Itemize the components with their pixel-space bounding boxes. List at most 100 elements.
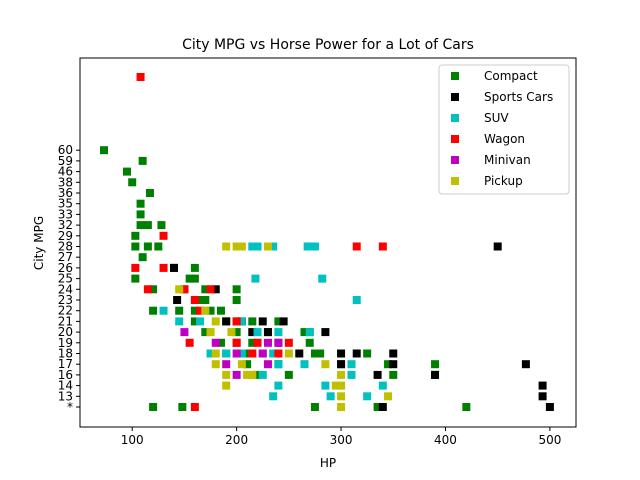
- y-tick-label: 20: [58, 325, 73, 339]
- point-pickup: [206, 328, 215, 337]
- point-compact: [185, 274, 194, 283]
- point-pickup: [222, 381, 231, 390]
- y-tick-label: 28: [58, 240, 73, 254]
- y-tick-label: 38: [58, 175, 73, 189]
- point-suv: [352, 296, 361, 304]
- point-pickup: [232, 242, 241, 251]
- point-wagon: [284, 338, 293, 347]
- y-axis: *131416171819202122232425262728293233353…: [58, 143, 80, 414]
- point-compact: [431, 360, 440, 369]
- point-compact: [243, 360, 252, 369]
- point-compact: [131, 242, 140, 251]
- point-pickup: [248, 370, 257, 379]
- point-sports-cars: [263, 328, 272, 337]
- y-tick-label: 17: [58, 357, 73, 371]
- y-tick-label: 33: [58, 207, 73, 221]
- point-compact: [363, 349, 372, 358]
- point-pickup: [211, 360, 220, 369]
- point-minivan: [258, 349, 267, 358]
- point-pickup: [222, 242, 231, 251]
- legend-marker-wagon: [451, 135, 459, 143]
- x-axis: 100 200 300 400 500: [121, 427, 561, 447]
- point-suv: [258, 370, 267, 379]
- y-tick-label: 35: [58, 197, 73, 211]
- y-tick-label: 60: [58, 143, 73, 157]
- point-wagon: [232, 338, 241, 347]
- point-compact: [154, 242, 163, 251]
- point-pickup: [211, 317, 220, 326]
- point-suv: [269, 392, 278, 401]
- point-compact: [216, 306, 225, 315]
- point-wagon: [274, 349, 283, 358]
- point-sports-cars: [279, 317, 288, 326]
- point-compact: [310, 349, 319, 358]
- point-minivan: [211, 338, 220, 347]
- point-suv: [300, 360, 309, 369]
- y-tick-label: 46: [58, 165, 73, 179]
- point-wagon: [190, 403, 199, 411]
- point-suv: [206, 349, 215, 358]
- point-pickup: [337, 381, 346, 390]
- y-tick-label: 23: [58, 293, 73, 307]
- y-tick-label: 16: [58, 368, 73, 382]
- point-compact: [300, 328, 309, 337]
- point-minivan: [222, 360, 231, 369]
- point-compact: [232, 285, 241, 294]
- point-compact: [178, 403, 187, 411]
- y-tick-label: 26: [58, 261, 73, 275]
- point-compact: [175, 306, 184, 315]
- x-axis-label: HP: [320, 456, 336, 470]
- point-wagon: [159, 263, 168, 272]
- point-sports-cars: [378, 403, 387, 411]
- point-compact: [284, 370, 293, 379]
- point-suv: [248, 242, 257, 251]
- point-suv: [253, 328, 262, 337]
- point-compact: [310, 403, 319, 411]
- point-suv: [274, 360, 283, 369]
- point-compact: [131, 274, 140, 283]
- point-compact: [122, 167, 131, 176]
- axes-frame: [79, 57, 577, 428]
- legend-label-pickup: Pickup: [484, 174, 523, 188]
- point-pickup: [237, 242, 246, 251]
- point-suv: [159, 306, 168, 315]
- legend-marker-pickup: [451, 177, 459, 185]
- point-compact: [138, 156, 147, 165]
- point-suv: [347, 370, 356, 379]
- point-compact: [305, 338, 314, 347]
- legend-marker-compact: [451, 72, 459, 80]
- point-sports-cars: [538, 381, 547, 390]
- point-pickup: [337, 403, 346, 411]
- point-compact: [201, 285, 210, 294]
- point-suv: [310, 242, 319, 251]
- point-suv: [318, 274, 327, 283]
- point-compact: [149, 306, 158, 315]
- y-tick-label: 59: [58, 154, 73, 168]
- point-compact: [149, 285, 158, 294]
- point-compact: [131, 231, 140, 240]
- point-compact: [316, 349, 325, 358]
- legend-marker-suv: [451, 114, 459, 122]
- point-compact: [389, 370, 398, 379]
- point-sports-cars: [373, 370, 382, 379]
- point-wagon: [143, 285, 152, 294]
- point-suv: [363, 392, 372, 401]
- legend-label-wagon: Wagon: [484, 132, 525, 146]
- y-tick-label: 22: [58, 304, 73, 318]
- legend-label-suv: SUV: [484, 111, 509, 125]
- point-sports-cars: [222, 317, 231, 326]
- y-tick-label: 25: [58, 272, 73, 286]
- point-sports-cars: [521, 360, 530, 369]
- point-pickup: [321, 360, 330, 369]
- y-tick-label: 18: [58, 347, 73, 361]
- point-pickup: [284, 349, 293, 358]
- point-pickup: [331, 381, 340, 390]
- point-wagon: [185, 338, 194, 347]
- point-compact: [136, 221, 145, 230]
- point-suv: [222, 349, 231, 358]
- point-pickup: [211, 349, 220, 358]
- y-tick-label: 19: [58, 336, 73, 350]
- x-tick-label: 300: [330, 433, 353, 447]
- legend-marker-sports-cars: [451, 93, 459, 101]
